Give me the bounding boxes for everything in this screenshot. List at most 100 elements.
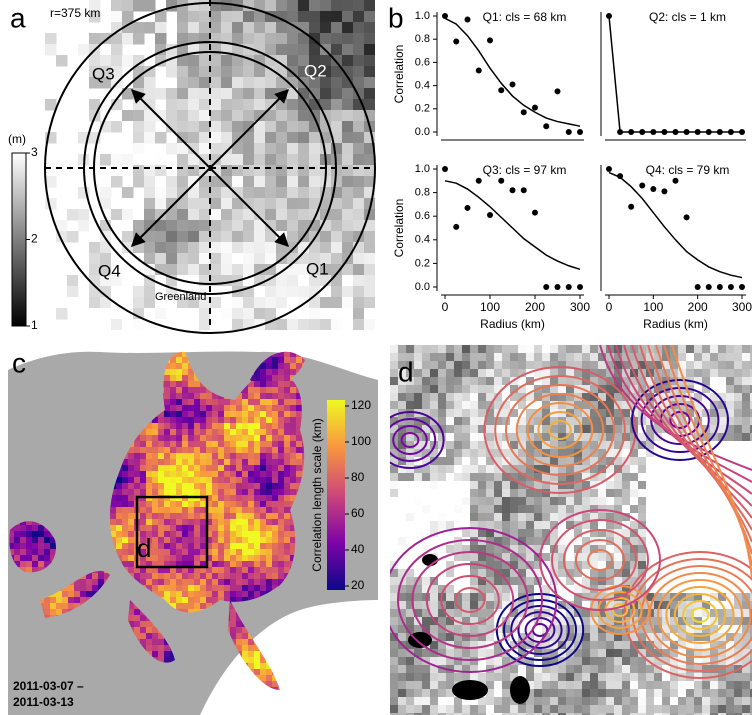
ice-cell: [218, 591, 225, 598]
ice-cell: [122, 543, 129, 550]
pixel: [342, 319, 354, 331]
ice-cell: [206, 483, 213, 490]
ice-cell: [266, 471, 273, 478]
texture-cell: [454, 649, 463, 658]
texture-cell: [470, 601, 479, 610]
pixel: [276, 132, 288, 144]
ice-cell: [164, 453, 171, 460]
ice-cell: [170, 357, 177, 364]
pixel: [342, 187, 354, 199]
ice-cell: [44, 609, 51, 616]
pixel: [309, 11, 321, 23]
ice-cell: [134, 615, 141, 622]
ice-cell: [248, 465, 255, 472]
texture-cell: [510, 513, 519, 522]
texture-cell: [494, 473, 503, 482]
ice-cell: [182, 489, 189, 496]
texture-cell: [414, 481, 423, 490]
ice-cell: [284, 387, 291, 394]
pixel: [353, 198, 365, 210]
ice-cell: [170, 375, 177, 382]
ice-cell: [170, 591, 177, 598]
texture-cell: [534, 353, 543, 362]
texture-cell: [430, 513, 439, 522]
texture-cell: [406, 537, 415, 546]
texture-cell: [462, 625, 471, 634]
ice-cell: [140, 441, 147, 448]
texture-cell: [390, 689, 399, 698]
ice-cell: [140, 513, 147, 520]
ice-cell: [182, 393, 189, 400]
texture-cell: [518, 497, 527, 506]
ice-cell: [74, 591, 81, 598]
ice-cell: [266, 549, 273, 556]
quadrant-label: Q1: [306, 259, 329, 278]
pixel: [45, 154, 57, 166]
pixel: [56, 308, 68, 320]
pixel: [210, 242, 222, 254]
pixel: [210, 220, 222, 232]
ice-cell: [188, 375, 195, 382]
fit-line: [445, 181, 580, 269]
ice-cell: [260, 543, 267, 550]
pixel: [287, 176, 299, 188]
ice-cell: [188, 573, 195, 580]
ice-cell: [188, 489, 195, 496]
pixel: [199, 209, 211, 221]
pixel: [122, 286, 134, 298]
texture-cell: [470, 489, 479, 498]
texture-cell: [406, 473, 415, 482]
ice-cell: [248, 435, 255, 442]
texture-cell: [414, 385, 423, 394]
texture-cell: [422, 489, 431, 498]
ice-cell: [260, 525, 267, 532]
ice-cell: [218, 399, 225, 406]
ice-cell: [284, 393, 291, 400]
quadrant-label: Q4: [98, 261, 121, 280]
ice-cell: [182, 417, 189, 424]
ice-cell: [260, 483, 267, 490]
ice-cell: [170, 531, 177, 538]
texture-cell: [414, 489, 423, 498]
pixel: [188, 11, 200, 23]
ice-cell: [248, 495, 255, 502]
pixel: [199, 308, 211, 320]
ice-cell: [218, 405, 225, 412]
texture-cell: [534, 345, 543, 354]
ice-cell: [278, 543, 285, 550]
pixel: [364, 308, 376, 320]
ice-cell: [170, 399, 177, 406]
pixel: [243, 242, 255, 254]
pixel: [287, 11, 299, 23]
ice-cell: [254, 543, 261, 550]
texture-cell: [438, 689, 447, 698]
texture-cell: [398, 489, 407, 498]
pixel: [276, 319, 288, 331]
ice-cell: [194, 441, 201, 448]
texture-cell: [462, 417, 471, 426]
ice-cell: [98, 573, 105, 580]
ice-cell: [152, 573, 159, 580]
ice-cell: [290, 423, 297, 430]
pixel: [155, 242, 167, 254]
data-point: [577, 129, 583, 135]
ice-cell: [158, 501, 165, 508]
texture-cell: [390, 681, 399, 690]
ice-cell: [110, 525, 117, 532]
ice-cell: [212, 411, 219, 418]
ice-cell: [50, 543, 57, 550]
ice-cell: [206, 393, 213, 400]
pixel: [210, 11, 222, 23]
ice-cell: [170, 453, 177, 460]
ice-cell: [152, 525, 159, 532]
ice-cell: [218, 435, 225, 442]
ice-cell: [188, 483, 195, 490]
texture-cell: [470, 633, 479, 642]
ice-cell: [176, 363, 183, 370]
pixel: [221, 275, 233, 287]
ice-cell: [194, 483, 201, 490]
ice-cell: [194, 459, 201, 466]
texture-cell: [406, 673, 415, 682]
ice-cell: [170, 369, 177, 376]
ice-cell: [134, 453, 141, 460]
